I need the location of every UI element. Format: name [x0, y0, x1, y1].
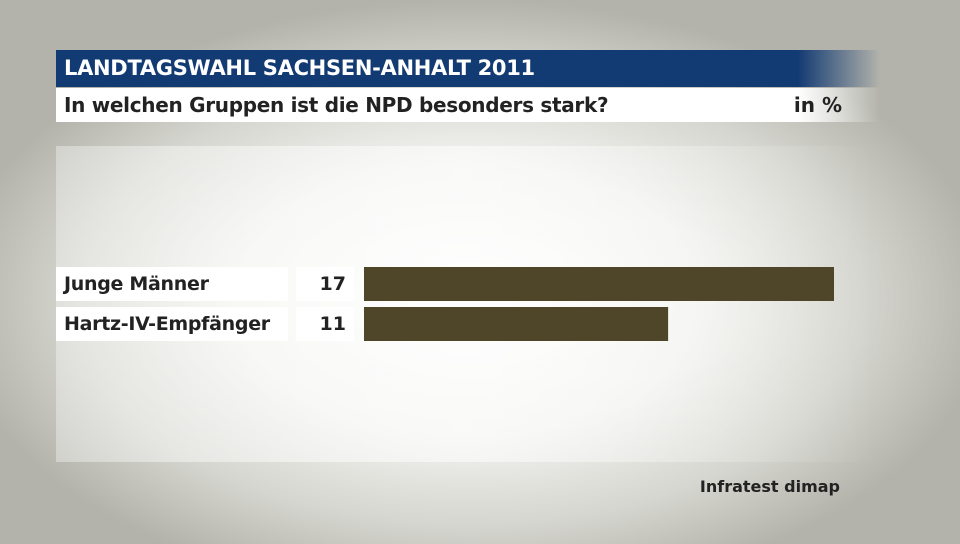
title-bar — [56, 50, 880, 87]
plot-panel — [56, 146, 876, 462]
row-label-background — [56, 267, 288, 301]
chart-subtitle: In welchen Gruppen ist die NPD besonders… — [64, 93, 609, 117]
unit-label: in % — [793, 93, 842, 117]
bar — [364, 267, 834, 301]
value-label-background — [296, 307, 354, 341]
value-label: 11 — [319, 313, 346, 335]
bar — [364, 307, 669, 341]
value-label: 17 — [319, 273, 346, 295]
value-label-background — [296, 267, 354, 301]
bar-group — [364, 267, 834, 341]
chart-title: LANDTAGSWAHL SACHSEN-ANHALT 2011 — [64, 56, 535, 80]
source-label: Infratest dimap — [699, 477, 840, 496]
category-label: Junge Männer — [64, 273, 209, 295]
subtitle-bar — [56, 88, 880, 122]
row-label-background — [56, 307, 288, 341]
category-label: Hartz-IV-Empfänger — [64, 313, 270, 335]
